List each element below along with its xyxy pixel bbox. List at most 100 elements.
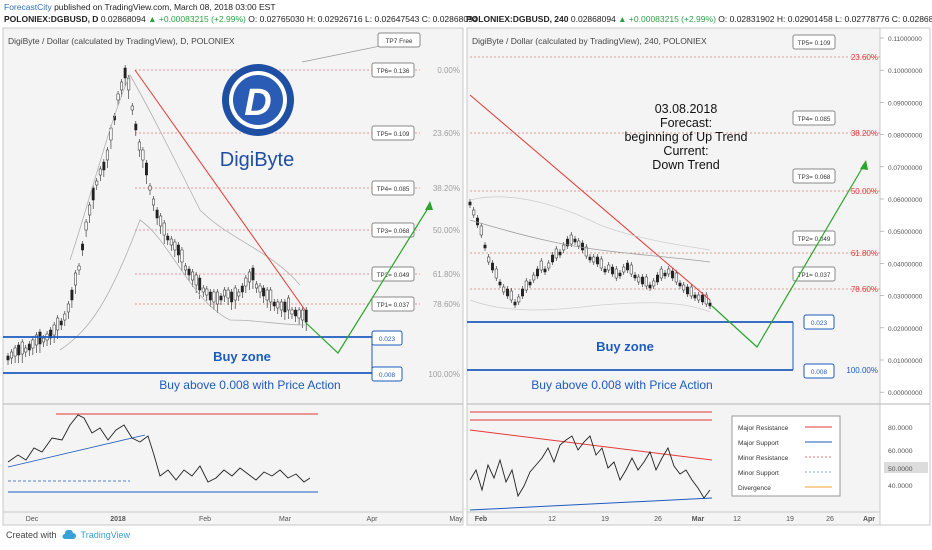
right-candle <box>599 258 603 269</box>
right-x-tick-label: 26 <box>654 516 662 523</box>
right-osc-line <box>469 435 711 499</box>
left-candle <box>109 127 113 141</box>
left-buy-above-label: Buy above 0.008 with Price Action <box>159 378 340 392</box>
right-candle <box>569 234 573 245</box>
left-fib-label: 38.20% <box>433 184 460 193</box>
left-x-tick-label: Feb <box>199 516 211 523</box>
right-candle <box>663 272 667 277</box>
right-tp-label: TP5= 0.109 <box>798 40 831 47</box>
left-candle <box>212 291 216 303</box>
author-link[interactable]: ForecastCity <box>4 2 52 12</box>
right-x-tick-label: 19 <box>786 516 794 523</box>
legend-box <box>731 415 841 497</box>
created-with-text: Created with <box>6 530 57 540</box>
right-candle <box>588 256 592 261</box>
right-zone-top-box <box>803 314 835 330</box>
right-price-tick-label: 0.07000000 <box>888 165 923 172</box>
left-candle <box>56 317 60 331</box>
right-x-tick-label: Apr <box>863 516 875 523</box>
right-price-axis: 0.11000000 0.10000000 0.09000000 0.08000000… <box>880 36 923 397</box>
left-symbol-line: POLONIEX:DGBUSD, D 0.02868094 ▲ +0.00083… <box>4 14 478 24</box>
right-candle <box>656 274 659 283</box>
right-x-tick-label: 12 <box>548 516 556 523</box>
left-close: C: 0.02868094 <box>421 14 478 24</box>
left-candle <box>134 123 138 131</box>
forecast-line: beginning of Up Trend <box>624 130 747 144</box>
right-candle <box>686 286 689 295</box>
left-candle <box>148 185 152 191</box>
right-price-tick-label: 0.10000000 <box>888 68 923 75</box>
left-candle <box>66 303 70 313</box>
right-price-tick-label: 0.08000000 <box>888 133 923 140</box>
left-candle <box>52 324 56 336</box>
right-candle <box>476 217 479 226</box>
left-candle <box>123 67 127 79</box>
right-band-lower <box>469 299 711 313</box>
right-candle <box>611 266 614 275</box>
left-candle <box>95 180 99 186</box>
left-candle <box>155 209 159 219</box>
left-tp-box <box>371 296 415 312</box>
right-candle <box>551 254 554 263</box>
left-candle <box>269 289 273 303</box>
left-candle <box>84 221 88 231</box>
right-buy-above-label: Buy above 0.008 with Price Action <box>531 378 712 392</box>
left-tp-label: TP3= 0.068 <box>377 228 410 235</box>
right-forecast-arrowhead <box>860 160 868 170</box>
right-x-tick-label: Feb <box>475 516 487 523</box>
left-candle <box>105 149 109 161</box>
tradingview-brand[interactable]: TradingView <box>80 530 131 540</box>
left-fib-label: 23.60% <box>433 129 460 138</box>
left-tp-label: TP1= 0.037 <box>377 302 410 309</box>
right-ma-slow <box>469 219 711 263</box>
right-candles <box>468 199 712 309</box>
left-candle <box>20 341 24 355</box>
right-candle <box>618 272 622 277</box>
right-osc-tick-label: 60.0000 <box>888 448 913 455</box>
right-candle <box>633 274 637 279</box>
right-candle <box>479 225 483 236</box>
left-candle <box>17 344 21 356</box>
left-buy-zone-label: Buy zone <box>213 349 271 364</box>
left-targets: TP6= 0.136 0.00% TP5= 0.109 23.60% TP4= 0.08… <box>135 62 460 379</box>
left-x-tick-label: Mar <box>279 516 292 523</box>
left-candle <box>219 295 223 301</box>
right-tp-label: TP2= 0.049 <box>798 236 831 243</box>
right-tp-box <box>792 34 836 50</box>
left-x-tick-label: Apr <box>367 516 379 523</box>
right-candle <box>517 296 521 303</box>
left-osc-line <box>7 414 311 483</box>
right-change: ▲ +0.00083215 (+2.99%) <box>618 14 716 24</box>
left-candle <box>137 141 141 151</box>
left-candle <box>191 271 195 281</box>
right-candle <box>652 280 656 287</box>
left-fib-label: 78.60% <box>433 300 460 309</box>
right-candle <box>524 280 528 291</box>
left-candle <box>290 309 294 315</box>
left-candle <box>42 337 45 343</box>
left-candle <box>102 161 106 171</box>
left-candle <box>301 309 305 321</box>
left-candle <box>297 309 301 319</box>
right-candle <box>528 281 532 286</box>
right-buy-zone-label: Buy zone <box>596 339 654 354</box>
left-candle <box>180 249 184 263</box>
left-candle <box>265 289 269 301</box>
right-candle <box>506 288 509 297</box>
left-forecast-arrowhead <box>425 201 433 210</box>
right-fib-label: 50.00% <box>851 187 878 196</box>
right-fib-label: 78.60% <box>851 285 878 294</box>
left-fib-label: 0.00% <box>437 66 460 75</box>
right-price-tick-label: 0.09000000 <box>888 100 923 107</box>
right-osc-tick-label: 50.0000 <box>888 466 913 473</box>
left-candle <box>279 301 283 311</box>
right-candle <box>509 290 513 301</box>
right-tp-box <box>792 110 836 126</box>
left-lower-band <box>59 219 306 351</box>
left-tp-box <box>371 266 415 282</box>
right-symbol-line: POLONIEX:DGBUSD, 240 0.02868094 ▲ +0.000… <box>466 14 932 24</box>
right-price-tick-label: 0.06000000 <box>888 197 923 204</box>
left-zone-bottom-box <box>371 366 403 382</box>
